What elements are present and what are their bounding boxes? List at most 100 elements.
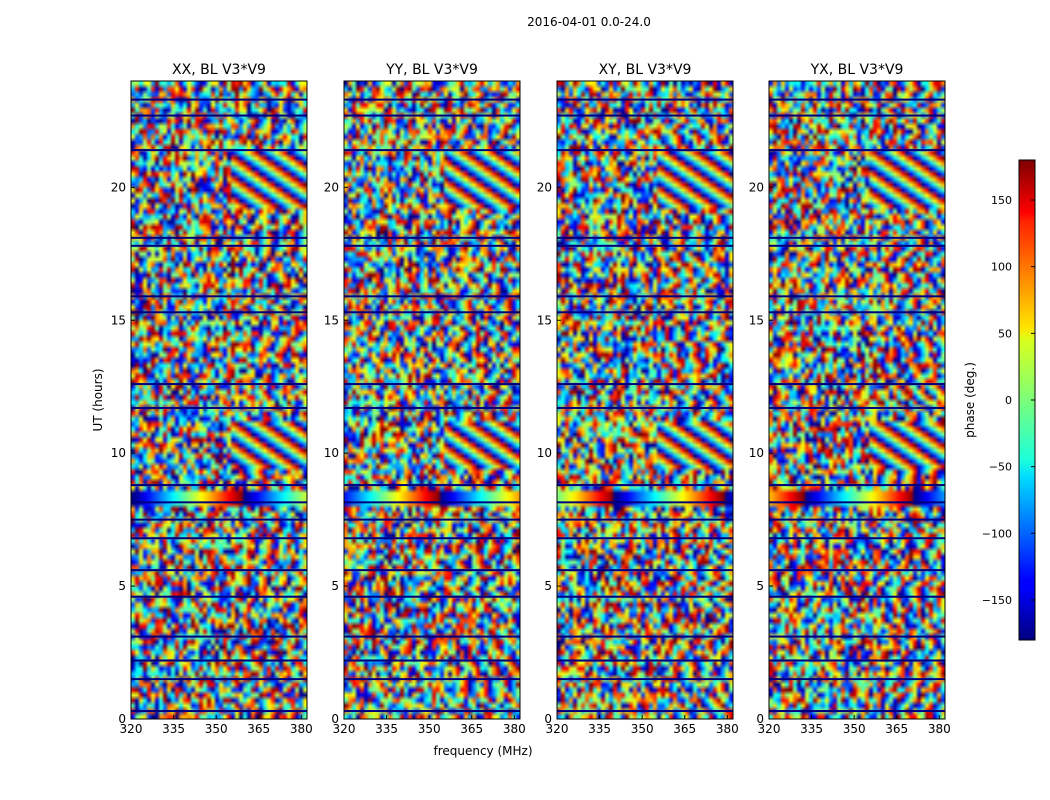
y-tick-label: 15 — [537, 313, 552, 327]
flagged-line — [344, 406, 520, 409]
colorbar-tick-label: 50 — [998, 327, 1012, 340]
flagged-line — [344, 518, 520, 521]
x-tick-label: 350 — [418, 722, 441, 736]
heatmap-image — [557, 81, 733, 719]
flagged-line — [131, 710, 307, 713]
flagged-line — [344, 710, 520, 713]
flagged-line — [769, 678, 945, 681]
flagged-line — [131, 635, 307, 638]
x-tick-label: 380 — [928, 722, 951, 736]
x-tick-label: 380 — [503, 722, 526, 736]
heatmap-image — [131, 81, 307, 719]
flagged-line — [557, 244, 733, 247]
flagged-line — [557, 710, 733, 713]
flagged-line — [769, 406, 945, 409]
y-tick-label: 5 — [544, 579, 552, 593]
flagged-line — [131, 98, 307, 101]
x-tick-label: 335 — [162, 722, 185, 736]
x-tick-label: 320 — [333, 722, 356, 736]
y-tick-label: 10 — [749, 446, 764, 460]
colorbar-tick-label: −150 — [982, 594, 1012, 607]
flagged-line — [131, 501, 307, 504]
y-axis-label: UT (hours) — [91, 368, 105, 431]
flagged-line — [344, 295, 520, 298]
y-tick-label: 5 — [756, 579, 764, 593]
flagged-line — [557, 635, 733, 638]
flagged-line — [131, 537, 307, 540]
y-tick-label: 0 — [544, 712, 552, 726]
flagged-line — [557, 236, 733, 239]
flagged-line — [344, 659, 520, 662]
flagged-line — [557, 518, 733, 521]
flagged-line — [557, 569, 733, 572]
y-tick-label: 5 — [118, 579, 126, 593]
x-tick-label: 320 — [546, 722, 569, 736]
flagged-line — [557, 114, 733, 117]
flagged-line — [769, 383, 945, 386]
flagged-line — [131, 678, 307, 681]
flagged-line — [344, 537, 520, 540]
x-tick-label: 380 — [290, 722, 313, 736]
colorbar-tick-label: 150 — [991, 194, 1012, 207]
flagged-line — [344, 236, 520, 239]
x-tick-label: 365 — [247, 722, 270, 736]
flagged-line — [344, 244, 520, 247]
x-tick-label: 365 — [673, 722, 696, 736]
flagged-line — [557, 149, 733, 152]
x-tick-label: 335 — [375, 722, 398, 736]
flagged-line — [769, 484, 945, 487]
panel-yx: YX, BL V3*V9 320 335 350 365 380 0 5 10 15 20 — [749, 62, 951, 736]
flagged-line — [557, 295, 733, 298]
colorbar: −150 −100 −50 0 50 100 150 phase (deg.) — [963, 159, 1036, 641]
flagged-line — [769, 569, 945, 572]
x-tick-label: 350 — [205, 722, 228, 736]
flagged-line — [344, 595, 520, 598]
flagged-line — [769, 501, 945, 504]
flagged-line — [131, 149, 307, 152]
panel-title: YX, BL V3*V9 — [810, 62, 904, 78]
flagged-line — [769, 114, 945, 117]
flagged-line — [769, 537, 945, 540]
y-tick-label: 15 — [324, 313, 339, 327]
flagged-line — [769, 149, 945, 152]
x-tick-label: 320 — [120, 722, 143, 736]
x-tick-label: 380 — [716, 722, 739, 736]
flagged-line — [769, 311, 945, 314]
panel-title: XY, BL V3*V9 — [599, 62, 692, 78]
panel-title: YY, BL V3*V9 — [385, 62, 478, 78]
flagged-line — [344, 484, 520, 487]
heatmap-image — [769, 81, 945, 719]
flagged-line — [557, 659, 733, 662]
panel-yy: YY, BL V3*V9 320 335 350 365 380 0 5 10 15 20 — [324, 62, 526, 736]
y-tick-label: 0 — [756, 712, 764, 726]
flagged-line — [344, 383, 520, 386]
flagged-line — [131, 236, 307, 239]
flagged-line — [769, 244, 945, 247]
flagged-line — [769, 659, 945, 662]
y-tick-label: 20 — [749, 180, 764, 194]
flagged-line — [769, 236, 945, 239]
colorbar-tick-label: 0 — [1005, 394, 1012, 407]
flagged-line — [131, 569, 307, 572]
flagged-line — [344, 114, 520, 117]
y-tick-label: 10 — [537, 446, 552, 460]
axes-frame — [343, 80, 521, 720]
flagged-line — [769, 295, 945, 298]
heatmap-image — [344, 81, 520, 719]
panel-xx: XX, BL V3*V9 320 335 350 365 380 0 5 10 15 20 — [111, 62, 313, 736]
x-axis-label: frequency (MHz) — [433, 744, 532, 758]
y-tick-label: 0 — [331, 712, 339, 726]
x-tick-label: 350 — [631, 722, 654, 736]
axes-frame — [768, 80, 946, 720]
flagged-line — [344, 149, 520, 152]
flagged-line — [131, 114, 307, 117]
flagged-line — [344, 98, 520, 101]
flagged-line — [131, 383, 307, 386]
flagged-line — [557, 311, 733, 314]
axes-frame — [556, 80, 734, 720]
y-tick-label: 15 — [749, 313, 764, 327]
panel-xy: XY, BL V3*V9 320 335 350 365 380 0 5 10 15 20 — [537, 62, 739, 736]
flagged-line — [557, 501, 733, 504]
